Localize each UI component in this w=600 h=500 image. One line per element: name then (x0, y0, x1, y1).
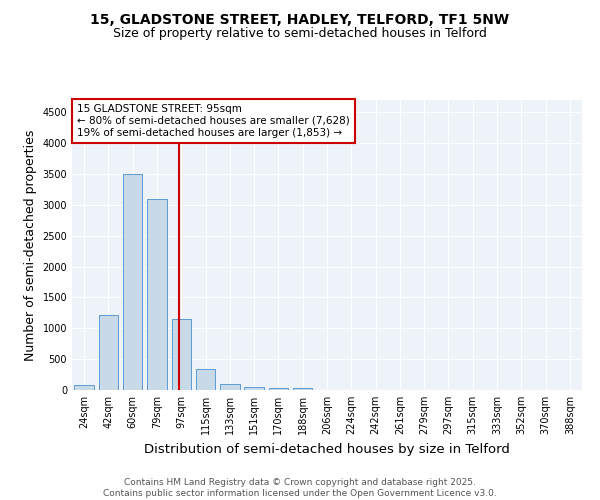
Bar (220, 384, 239, 390)
Bar (196, 369, 215, 390)
Bar (269, 388, 288, 390)
Bar (99, 314, 118, 390)
Bar (293, 388, 313, 390)
Bar (74, 386, 94, 390)
Text: 15 GLADSTONE STREET: 95sqm
← 80% of semi-detached houses are smaller (7,628)
19%: 15 GLADSTONE STREET: 95sqm ← 80% of semi… (77, 104, 350, 138)
Bar (123, 174, 142, 390)
Text: 15, GLADSTONE STREET, HADLEY, TELFORD, TF1 5NW: 15, GLADSTONE STREET, HADLEY, TELFORD, T… (91, 12, 509, 26)
Text: Size of property relative to semi-detached houses in Telford: Size of property relative to semi-detach… (113, 28, 487, 40)
X-axis label: Distribution of semi-detached houses by size in Telford: Distribution of semi-detached houses by … (144, 442, 510, 456)
Bar (147, 198, 167, 390)
Y-axis label: Number of semi-detached properties: Number of semi-detached properties (24, 130, 37, 360)
Text: Contains HM Land Registry data © Crown copyright and database right 2025.
Contai: Contains HM Land Registry data © Crown c… (103, 478, 497, 498)
Bar (244, 386, 264, 390)
Bar (172, 319, 191, 390)
